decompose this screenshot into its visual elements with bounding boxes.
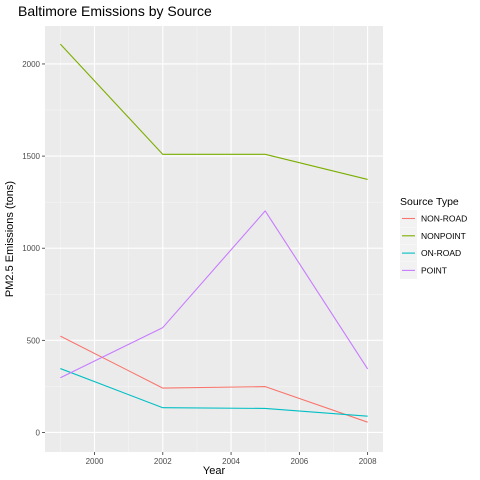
y-tick-label: 2000 bbox=[22, 60, 40, 69]
legend-label: NONPOINT bbox=[421, 231, 466, 241]
y-tick-label: 1000 bbox=[22, 244, 40, 253]
legend-items: NON-ROAD NONPOINT ON-ROAD POINT bbox=[400, 210, 467, 279]
legend-label: POINT bbox=[421, 265, 447, 275]
x-tick-label: 2002 bbox=[154, 457, 172, 466]
x-tick-label: 2008 bbox=[359, 457, 377, 466]
minor-gridlines bbox=[45, 26, 383, 452]
series-lines bbox=[59, 43, 369, 423]
x-tick-label: 2000 bbox=[86, 457, 104, 466]
legend: Source Type NON-ROAD NONPOINT ON-ROAD POINT bbox=[400, 196, 467, 279]
y-tick-label: 1500 bbox=[22, 152, 40, 161]
series-line-on-road bbox=[60, 368, 368, 417]
y-tick-label: 0 bbox=[36, 428, 41, 437]
series-line-point bbox=[60, 210, 369, 379]
x-axis-title: Year bbox=[203, 465, 226, 477]
legend-label: ON-ROAD bbox=[421, 248, 461, 258]
x-tick-label: 2004 bbox=[222, 457, 240, 466]
y-axis: 0 500 1000 1500 2000 bbox=[22, 60, 45, 437]
legend-label: NON-ROAD bbox=[421, 214, 467, 224]
y-axis-title: PM2.5 Emissions (tons) bbox=[4, 181, 16, 297]
major-gridlines bbox=[45, 26, 383, 452]
series-line-nonpoint bbox=[59, 43, 368, 180]
y-tick-label: 500 bbox=[27, 336, 41, 345]
x-axis: 2000 2002 2004 2006 2008 bbox=[86, 452, 377, 466]
x-tick-label: 2006 bbox=[290, 457, 308, 466]
chart-title: Baltimore Emissions by Source bbox=[18, 3, 212, 19]
legend-title: Source Type bbox=[400, 196, 459, 208]
series-line-non-road bbox=[60, 335, 368, 423]
plot-panel bbox=[45, 26, 383, 452]
